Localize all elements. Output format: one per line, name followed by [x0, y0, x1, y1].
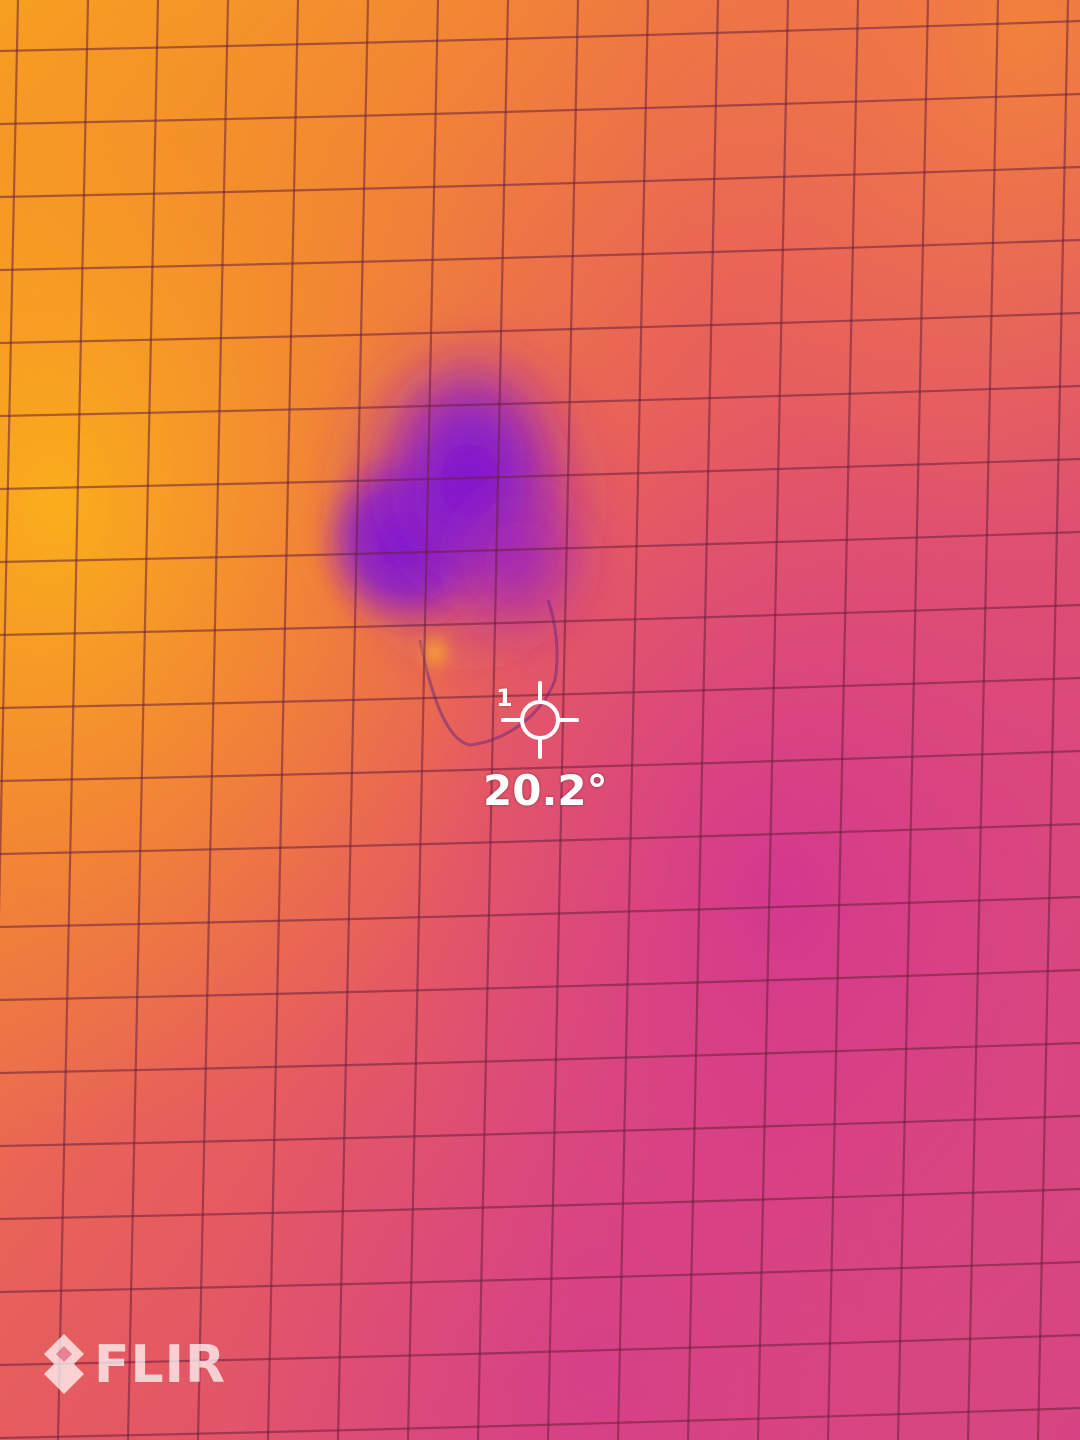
grid-line-horizontal	[0, 1041, 1080, 1075]
grid-line-horizontal	[0, 457, 1080, 491]
grid-line-horizontal	[0, 530, 1080, 564]
grid-line-horizontal	[0, 1114, 1080, 1148]
flir-logo-icon	[44, 1334, 84, 1394]
grid-line-horizontal	[0, 822, 1080, 856]
grid-line-horizontal	[0, 603, 1080, 637]
spot-meter-crosshair-icon	[501, 681, 579, 759]
grid-line-horizontal	[0, 895, 1080, 929]
brand-logo-text: FLIR	[94, 1335, 227, 1395]
grid-line-horizontal	[0, 749, 1080, 783]
temperature-readout: 20.2°	[483, 766, 608, 815]
grid-line-horizontal	[0, 165, 1080, 199]
brand-logo: FLIR	[42, 1332, 242, 1398]
grid-line-horizontal	[0, 92, 1080, 126]
grid-line-horizontal	[0, 968, 1080, 1002]
spot-meter-index: 1	[496, 684, 513, 712]
grid-line-horizontal	[0, 1406, 1080, 1440]
warm-spot	[415, 628, 455, 676]
grid-line-horizontal	[0, 1187, 1080, 1221]
grid-line-horizontal	[0, 19, 1080, 53]
grid-line-horizontal	[0, 1260, 1080, 1294]
grid-line-horizontal	[0, 1333, 1080, 1367]
grid-line-horizontal	[0, 384, 1080, 418]
